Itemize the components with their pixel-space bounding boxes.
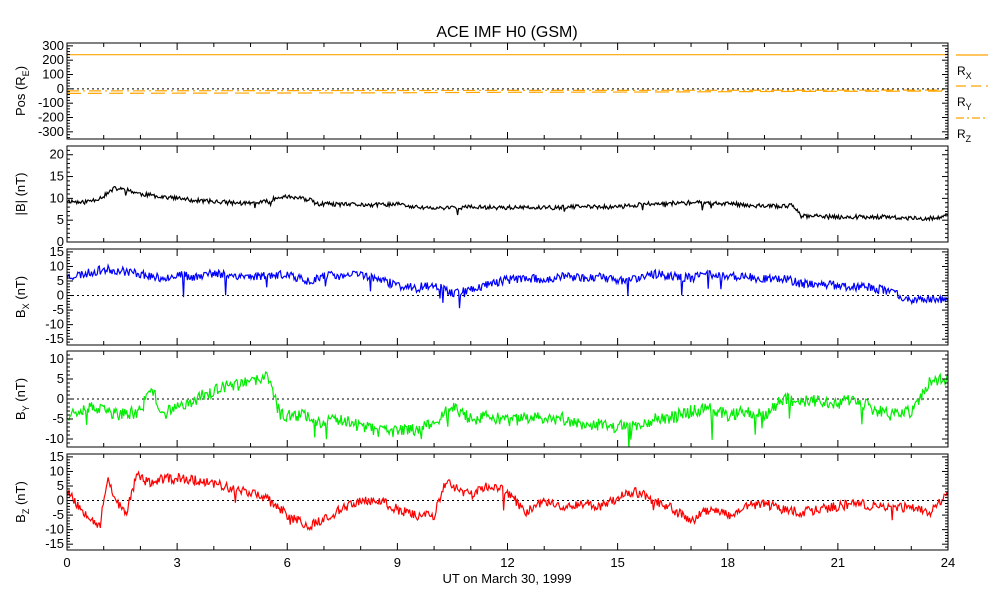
xtick-label: 15 (610, 555, 624, 570)
xtick-label: 9 (394, 555, 401, 570)
xtick-label: 12 (500, 555, 514, 570)
ytick-label-by: 10 (50, 351, 64, 366)
ytick-label-by: -10 (45, 431, 64, 446)
series-pos-1 (67, 90, 948, 95)
ytick-label-bz: 0 (57, 493, 64, 508)
frame-bt (66, 145, 949, 243)
ytick-label-bt: 20 (50, 147, 64, 162)
legend-label-0: RX (957, 64, 972, 81)
ylabel-by: BY (nT) (13, 378, 31, 420)
series-bx-0 (67, 263, 948, 309)
ytick-label-by: -5 (52, 411, 64, 426)
xtick-label: 0 (63, 555, 70, 570)
xtick-label: 21 (831, 555, 845, 570)
ytick-label-bx: 10 (50, 258, 64, 273)
ytick-label-bt: 15 (50, 169, 64, 184)
series-bt-0 (67, 185, 948, 222)
ytick-label-pos: 0 (57, 81, 64, 96)
ytick-label-pos: -300 (38, 124, 64, 139)
legend-label-2: RZ (957, 127, 972, 144)
ylabel-bx: BX (nT) (13, 276, 31, 318)
ytick-label-bx: 15 (50, 244, 64, 259)
ytick-label-bt: 10 (50, 190, 64, 205)
ytick-label-pos: -200 (38, 110, 64, 125)
ytick-label-bz: -10 (45, 522, 64, 537)
legend-label-1: RY (957, 95, 972, 112)
ytick-label-bx: 0 (57, 288, 64, 303)
xtick-label: 18 (721, 555, 735, 570)
frame-bz (66, 453, 949, 551)
panel-bt: 0 5 10 15 20 |B| (nT) (13, 145, 949, 249)
ytick-label-bt: 5 (57, 212, 64, 227)
ytick-label-pos: 100 (42, 67, 64, 82)
ytick-label-bz: 5 (57, 478, 64, 493)
xtick-label: 3 (174, 555, 181, 570)
frame-bx (66, 248, 949, 346)
ytick-label-bx: -5 (52, 302, 64, 317)
ytick-label-bx: 5 (57, 273, 64, 288)
ytick-label-pos: -100 (38, 95, 64, 110)
xtick-label: 6 (284, 555, 291, 570)
ylabel-pos: Pos (RE) (13, 66, 31, 116)
series-bz-0 (67, 470, 948, 532)
series-by-0 (67, 370, 948, 447)
ylabel-bz: BZ (nT) (13, 481, 31, 523)
x-axis-title: UT on March 30, 1999 (442, 571, 571, 586)
ytick-label-by: 5 (57, 371, 64, 386)
ytick-label-pos: 200 (42, 52, 64, 67)
xtick-label: 24 (941, 555, 955, 570)
ytick-label-bz: -15 (45, 536, 64, 551)
ytick-label-bt: 0 (57, 234, 64, 249)
panel-by: -10 -5 0 5 10 BY (nT) (13, 350, 949, 448)
ytick-label-bz: -5 (52, 507, 64, 522)
chart-title: ACE IMF H0 (GSM) (436, 24, 577, 41)
series-pos-2 (67, 89, 948, 92)
ytick-label-bz: 15 (50, 449, 64, 464)
ytick-label-pos: 300 (42, 38, 64, 53)
ytick-label-by: 0 (57, 391, 64, 406)
ylabel-bt: |B| (nT) (13, 173, 28, 216)
ytick-label-bz: 10 (50, 463, 64, 478)
ytick-label-bx: -10 (45, 317, 64, 332)
ytick-label-bx: -15 (45, 331, 64, 346)
